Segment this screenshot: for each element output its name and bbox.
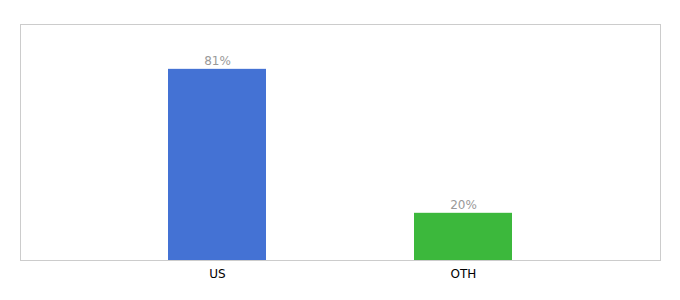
svg-text:20%: 20%: [450, 198, 477, 212]
svg-text:OTH: OTH: [451, 267, 477, 281]
svg-text:US: US: [209, 267, 225, 281]
svg-text:81%: 81%: [204, 54, 231, 68]
